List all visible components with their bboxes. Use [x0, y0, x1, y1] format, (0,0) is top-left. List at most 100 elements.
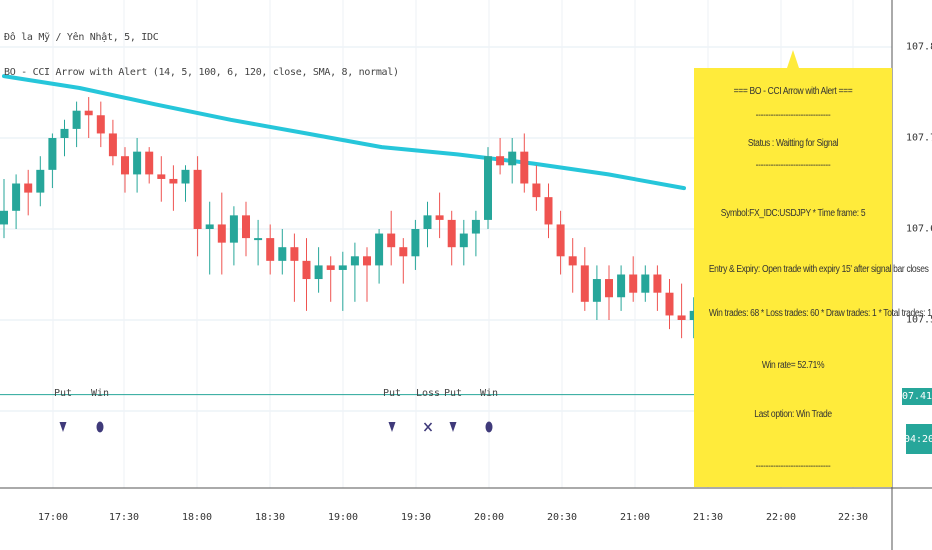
candle-up: [411, 229, 420, 257]
candle-up: [229, 215, 238, 243]
candle-up: [689, 310, 698, 320]
put-arrow-icon: [449, 422, 457, 432]
info-entry: Entry & Expiry: Open trade with expiry 1…: [708, 264, 929, 275]
time-axis-label: 22:00: [765, 512, 797, 523]
candle-down: [544, 197, 553, 225]
info-last-option: Last option: Win Trade: [754, 409, 832, 420]
candle-down: [556, 224, 565, 257]
candle-down: [145, 151, 154, 175]
time-axis-label: 19:30: [400, 512, 432, 523]
candle-down: [217, 224, 226, 243]
candle-up: [592, 279, 601, 302]
time-axis-label: 22:30: [837, 512, 869, 523]
price-axis-label: 107.700: [906, 132, 932, 144]
info-stats: Win trades: 68 * Loss trades: 60 * Draw …: [708, 308, 932, 319]
time-axis-label: 21:30: [692, 512, 724, 523]
candle-down: [447, 219, 456, 248]
candle-up: [617, 274, 626, 298]
win-dot-icon: [96, 421, 104, 433]
time-axis-label: 18:00: [181, 512, 213, 523]
candle-down: [653, 274, 662, 293]
signal-label: Put: [382, 388, 402, 399]
candle-down: [96, 115, 105, 134]
candle-down: [157, 174, 166, 179]
info-winrate: Win rate= 52.71%: [761, 360, 825, 371]
win-dot-icon: [485, 421, 493, 433]
candle-up: [484, 156, 492, 220]
candle-down: [121, 156, 129, 175]
candle-down: [496, 156, 505, 166]
info-separator: ------------------------------: [755, 160, 831, 171]
candle-up: [133, 151, 142, 175]
signal-label: Win: [479, 388, 499, 399]
candle-up: [254, 238, 263, 241]
candle-down: [363, 256, 371, 266]
ma-line: [2, 74, 686, 191]
candle-up: [12, 183, 21, 211]
time-axis-label: 18:30: [254, 512, 286, 523]
time-axis-label: 17:30: [108, 512, 140, 523]
candle-up: [641, 274, 650, 293]
candle-up: [338, 265, 347, 270]
time-axis-label: 20:00: [473, 512, 505, 523]
info-symbol: Symbol:FX_IDC:USDJPY * Time frame: 5: [720, 208, 866, 219]
candle-down: [665, 292, 674, 316]
candle-down: [387, 233, 396, 248]
candle-down: [399, 247, 408, 257]
candle-down: [290, 247, 299, 261]
candle-down: [84, 110, 93, 116]
time-axis-label: 17:00: [37, 512, 69, 523]
info-panel-pointer: [787, 50, 799, 68]
candle-up: [48, 138, 57, 170]
price-axis-label: 107.500: [906, 314, 932, 326]
candle-down: [629, 274, 638, 293]
info-status: Status : Waitting for Signal: [747, 138, 839, 149]
signal-label: Loss: [415, 388, 441, 399]
info-separator: ------------------------------: [755, 110, 831, 121]
candle-down: [266, 238, 275, 261]
candle-down: [108, 133, 117, 157]
price-axis-label: 107.600: [906, 223, 932, 235]
info-title: === BO - CCI Arrow with Alert ===: [733, 86, 853, 97]
time-axis-label: 21:00: [619, 512, 651, 523]
candle-down: [435, 215, 444, 220]
loss-x-icon: [423, 422, 433, 432]
candle-up: [181, 169, 190, 184]
put-arrow-icon: [388, 422, 396, 432]
candle-down: [302, 260, 311, 280]
current-price-tag: 107.418: [896, 388, 932, 405]
indicator-title[interactable]: BO - CCI Arrow with Alert (14, 5, 100, 6…: [4, 67, 399, 78]
price-axis-label: 107.800: [906, 41, 932, 53]
candle-down: [326, 265, 335, 270]
candle-up: [314, 265, 323, 280]
candle-up: [471, 219, 480, 234]
candle-up: [205, 224, 214, 229]
bar-countdown: 04:20: [904, 424, 932, 454]
candle-up: [459, 233, 468, 248]
candle-down: [580, 265, 589, 302]
time-axis-label: 20:30: [546, 512, 578, 523]
time-axis-label: 19:00: [327, 512, 359, 523]
signal-label: Put: [53, 388, 73, 399]
candle-down: [193, 169, 202, 229]
candle-down: [568, 256, 577, 266]
candle-up: [508, 151, 517, 166]
candle-down: [520, 151, 529, 184]
candle-up: [36, 169, 45, 193]
candle-up: [72, 110, 81, 129]
symbol-title: Đô la Mỹ / Yên Nhật, 5, IDC: [4, 32, 159, 43]
candle-up: [278, 247, 287, 261]
candle-up: [60, 128, 69, 138]
info-separator: ------------------------------: [755, 461, 831, 472]
put-arrow-icon: [59, 422, 67, 432]
candle-down: [242, 215, 250, 239]
candle-down: [24, 183, 33, 193]
candle-up: [375, 233, 384, 266]
candle-down: [605, 279, 613, 298]
signal-label: Win: [90, 388, 110, 399]
candle-up: [423, 215, 432, 229]
signal-label: Put: [443, 388, 463, 399]
candle-down: [677, 315, 686, 320]
candle-down: [532, 183, 541, 198]
